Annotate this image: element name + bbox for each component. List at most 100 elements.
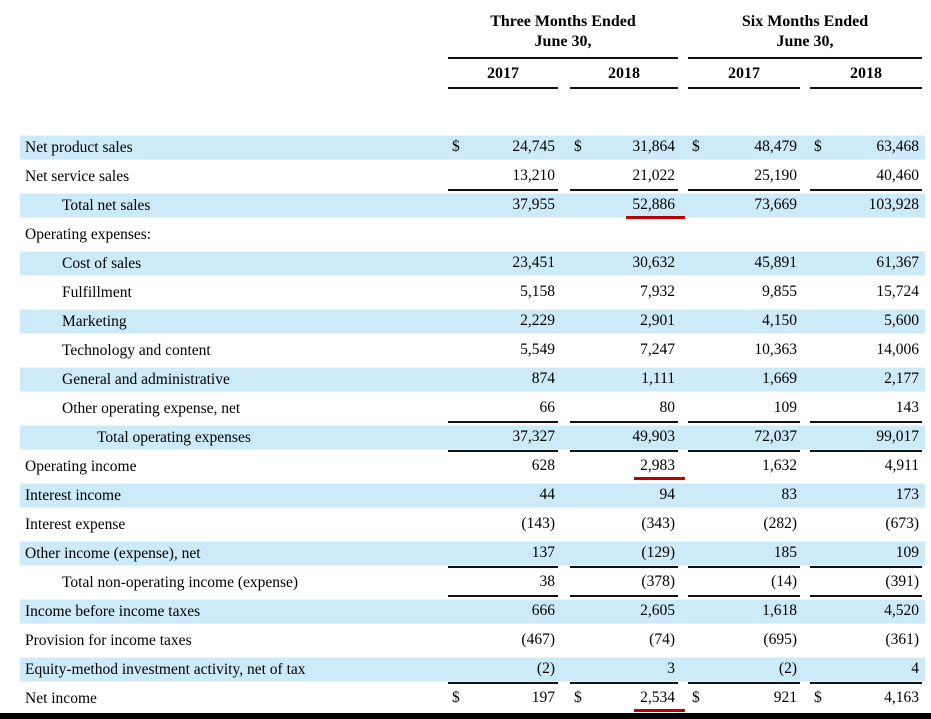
value-cell: 4,150 (688, 307, 800, 336)
cell-value: (129) (641, 543, 675, 561)
cell-value: 14,006 (876, 340, 919, 358)
period-header-three-months: Three Months Ended June 30, (448, 12, 678, 59)
value-cell: 4,911 (810, 452, 922, 481)
value-cell: $63,468 (810, 133, 922, 162)
row-label: Operating expenses: (25, 225, 152, 243)
value-cell: 4 (810, 655, 922, 684)
value-cell: 15,724 (810, 278, 922, 307)
cell-value: 31,864 (632, 137, 675, 155)
table-row: Technology and content 5,549 7,247 10,363 14… (20, 336, 925, 365)
cell-value: (143) (521, 514, 555, 532)
dollar-sign: $ (692, 688, 700, 706)
cell-value: 9,855 (762, 282, 797, 300)
table-row: Net product sales $24,745 $31,864 $48,479 $6… (20, 133, 925, 162)
row-label: Net product sales (25, 138, 133, 156)
value-cell: $2,534 (570, 684, 685, 713)
value-cell: $4,163 (810, 684, 922, 713)
value-cell: 21,022 (570, 162, 678, 191)
row-label: Net service sales (25, 167, 130, 185)
value-cell: 14,006 (810, 336, 922, 365)
value-cell: (2) (688, 655, 800, 684)
value-cell: 2,901 (570, 307, 678, 336)
value-cell: 3 (570, 655, 678, 684)
cell-value: 37,327 (512, 427, 555, 445)
cell-value: 94 (659, 485, 676, 503)
cell-value: 666 (531, 601, 555, 619)
cell-value: 38 (539, 572, 556, 590)
cell-value: 83 (781, 485, 798, 503)
cell-value: 874 (531, 369, 555, 387)
cell-value: 44 (539, 485, 556, 503)
table-row: General and administrative 874 1,111 1,669 2… (20, 365, 925, 394)
row-label: Interest income (25, 486, 121, 504)
row-label: General and administrative (62, 370, 230, 388)
value-cell: 52,886 (570, 191, 685, 220)
value-cell: 7,247 (570, 336, 678, 365)
cell-value: (695) (763, 630, 797, 648)
cell-value: 143 (895, 398, 919, 416)
cell-value: 80 (659, 398, 676, 416)
cell-value: 2,534 (634, 688, 685, 712)
cell-value: 5,549 (520, 340, 555, 358)
cell-value: 63,468 (876, 137, 919, 155)
cell-value: 2,983 (634, 456, 685, 480)
period-title-line2: June 30, (534, 33, 592, 51)
value-cell: 143 (810, 394, 922, 423)
value-cell: 80 (570, 394, 678, 423)
row-label: Provision for income taxes (25, 631, 192, 649)
cell-value: 197 (531, 688, 555, 706)
cell-value: 2,901 (640, 311, 675, 329)
value-cell: 173 (810, 481, 922, 510)
value-cell: (143) (448, 510, 558, 539)
value-cell: 38 (448, 568, 558, 597)
table-row: Equity-method investment activity, net o… (20, 655, 925, 684)
row-label: Cost of sales (62, 254, 142, 272)
table-row: Total operating expenses 37,327 49,903 72,0… (20, 423, 925, 452)
cell-value: (343) (641, 514, 675, 532)
table-row: Marketing 2,229 2,901 4,150 5,600 (20, 307, 925, 336)
value-cell: 49,903 (570, 423, 678, 452)
cell-value: (14) (771, 572, 797, 590)
value-cell (448, 220, 558, 249)
table-row: Total net sales 37,955 52,886 73,669 103,928 (20, 191, 925, 220)
cell-value: 23,451 (512, 253, 555, 271)
bottom-border-bar (0, 713, 931, 719)
dollar-sign: $ (452, 688, 460, 706)
cell-value: 103,928 (868, 195, 919, 213)
cell-value: (391) (885, 572, 919, 590)
cell-value: 72,037 (754, 427, 797, 445)
value-cell: 5,158 (448, 278, 558, 307)
value-cell: 4,520 (810, 597, 922, 626)
table-row: Operating income 628 2,983 1,632 4,911 (20, 452, 925, 481)
cell-value: (2) (778, 659, 797, 677)
value-cell: 99,017 (810, 423, 922, 452)
value-cell: (391) (810, 568, 922, 597)
value-cell (570, 220, 678, 249)
year-column-header: 2018 (570, 62, 678, 89)
value-cell: 109 (688, 394, 800, 423)
value-cell: 45,891 (688, 249, 800, 278)
row-label: Interest expense (25, 515, 126, 533)
value-cell: 25,190 (688, 162, 800, 191)
value-cell: 628 (448, 452, 558, 481)
value-cell: 137 (448, 539, 558, 568)
cell-value: 2,605 (640, 601, 675, 619)
cell-value: 7,247 (640, 340, 675, 358)
value-cell: 1,111 (570, 365, 678, 394)
cell-value: (467) (521, 630, 555, 648)
table-row: Interest income 44 94 83 173 (20, 481, 925, 510)
value-cell: 5,549 (448, 336, 558, 365)
value-cell: 37,327 (448, 423, 558, 452)
cell-value: 4,520 (884, 601, 919, 619)
value-cell: 37,955 (448, 191, 558, 220)
cell-value: 10,363 (754, 340, 797, 358)
value-cell: 66 (448, 394, 558, 423)
value-cell: 13,210 (448, 162, 558, 191)
cell-value: 3 (667, 659, 675, 677)
value-cell: 73,669 (688, 191, 800, 220)
row-label: Other operating expense, net (62, 399, 241, 417)
cell-value: 49,903 (632, 427, 675, 445)
cell-value: 73,669 (754, 195, 797, 213)
row-label: Operating income (25, 457, 137, 475)
table-row: Provision for income taxes (467) (74) (695)… (20, 626, 925, 655)
